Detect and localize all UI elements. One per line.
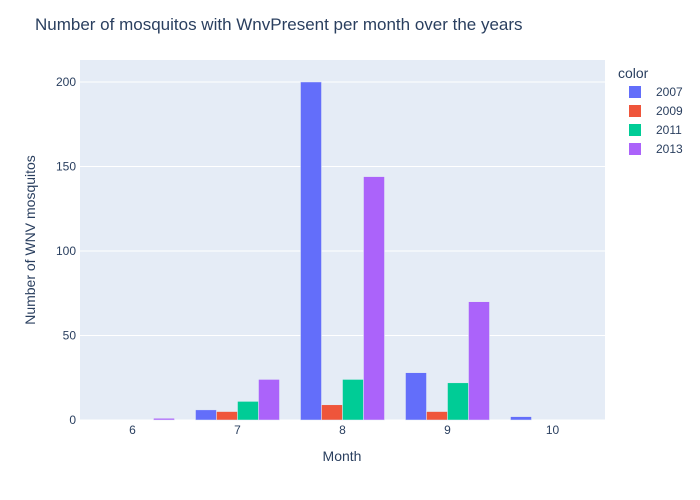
legend-title: color [618, 65, 649, 81]
bars [153, 81, 532, 421]
x-axis-label: Month [323, 448, 362, 464]
x-tick-label: 10 [546, 423, 560, 437]
x-tick-labels: 6 7 8 9 10 [129, 423, 559, 437]
bar-2011-month-7[interactable] [237, 401, 259, 421]
bar-2013-month-7[interactable] [258, 379, 280, 421]
legend-label-2009[interactable]: 2009 [656, 104, 683, 118]
bar-2011-month-9[interactable] [447, 382, 469, 421]
legend[interactable]: color 2007 2009 2011 2013 [618, 65, 683, 156]
legend-label-2013[interactable]: 2013 [656, 142, 683, 156]
legend-swatch-2009[interactable] [629, 105, 641, 117]
bar-2007-month-10[interactable] [510, 416, 532, 421]
bar-2007-month-9[interactable] [405, 372, 427, 421]
legend-swatch-2011[interactable] [629, 124, 641, 136]
chart-title: Number of mosquitos with WnvPresent per … [35, 15, 523, 34]
x-tick-label: 7 [234, 423, 241, 437]
bar-2009-month-7[interactable] [216, 411, 238, 421]
bar-2009-month-8[interactable] [321, 404, 343, 421]
y-tick-label: 100 [56, 244, 76, 258]
y-axis-label: Number of WNV mosquitos [22, 155, 38, 325]
y-tick-label: 0 [69, 413, 76, 427]
y-tick-labels: 0 50 100 150 200 [56, 75, 76, 427]
x-tick-label: 6 [129, 423, 136, 437]
y-tick-label: 200 [56, 75, 76, 89]
plot-area [80, 60, 605, 420]
x-tick-label: 9 [444, 423, 451, 437]
bar-2007-month-8[interactable] [300, 81, 322, 421]
legend-swatch-2007[interactable] [629, 86, 641, 98]
bar-2011-month-8[interactable] [342, 379, 364, 421]
bar-2009-month-9[interactable] [426, 411, 448, 421]
legend-swatch-2013[interactable] [629, 143, 641, 155]
y-tick-label: 50 [63, 328, 77, 342]
legend-label-2011[interactable]: 2011 [656, 123, 682, 137]
bar-2013-month-6[interactable] [153, 418, 175, 421]
bar-2013-month-9[interactable] [468, 301, 490, 421]
y-tick-label: 150 [56, 159, 76, 173]
legend-label-2007[interactable]: 2007 [656, 85, 683, 99]
x-tick-label: 8 [339, 423, 346, 437]
bar-2013-month-8[interactable] [363, 176, 385, 421]
bar-2007-month-7[interactable] [195, 409, 217, 421]
